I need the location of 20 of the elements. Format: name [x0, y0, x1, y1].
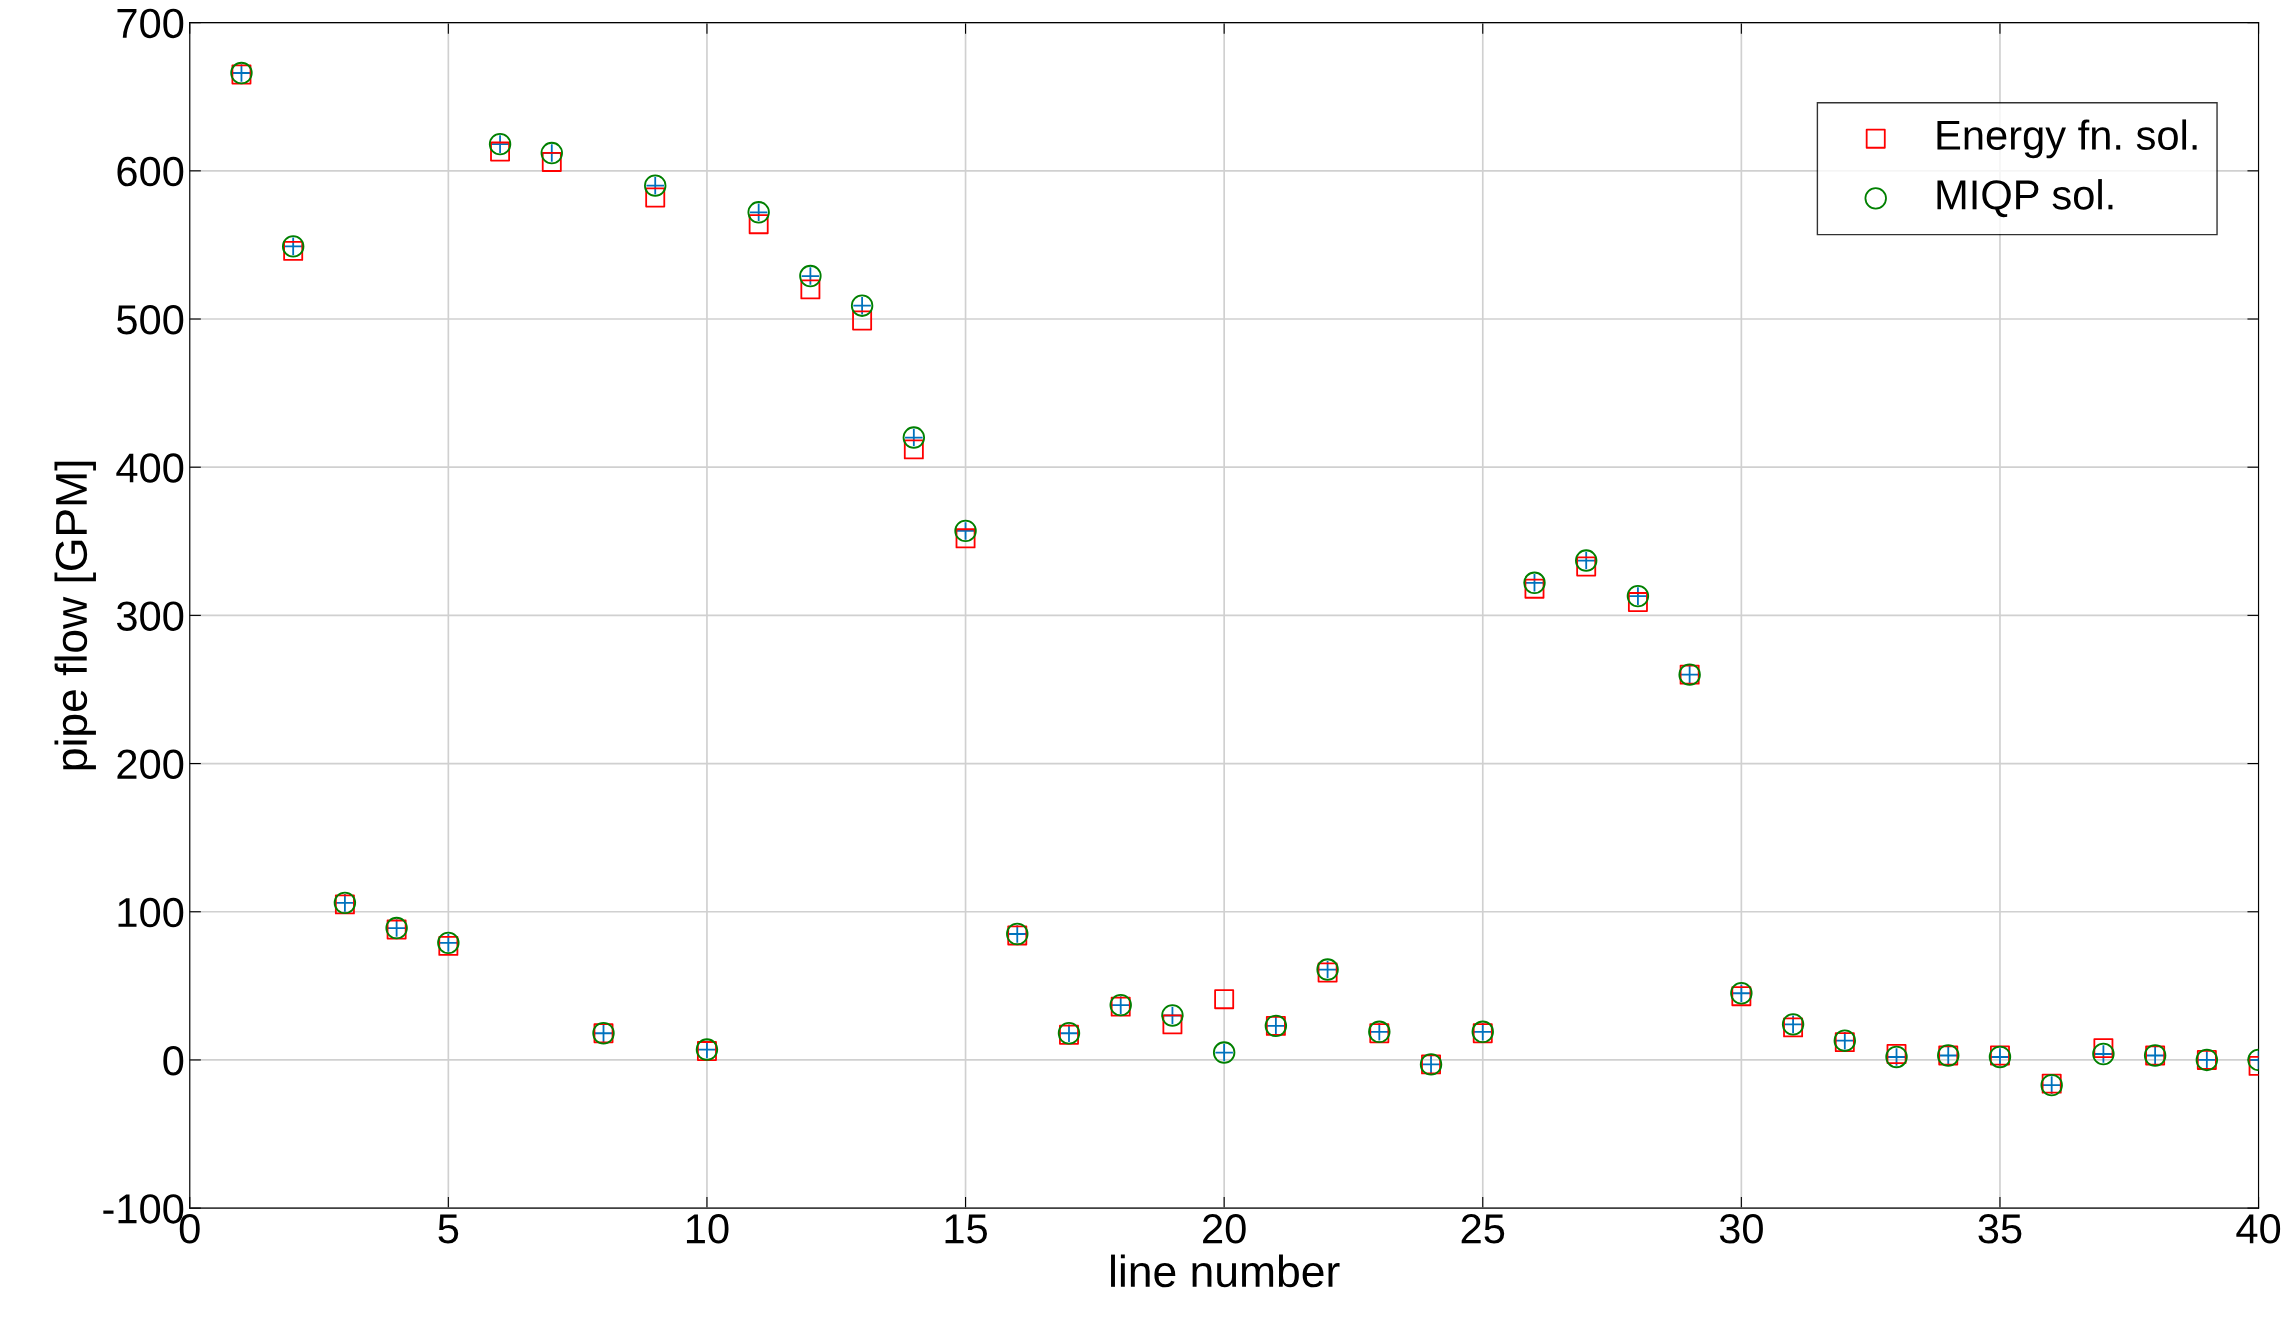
legend-label: MIQP sol.	[1937, 179, 2113, 218]
y-tick-label: 400	[116, 453, 184, 483]
x-tick-label: 20	[1203, 1214, 1246, 1244]
y-tick-label: 100	[118, 897, 184, 928]
x-axis-title: line number	[1111, 1254, 1340, 1288]
y-axis-title: pipe flow [GPM]	[54, 461, 96, 770]
y-tick-label: 700	[117, 8, 184, 39]
x-tick-label: 35	[1978, 1214, 2022, 1244]
x-tick-label: 40	[2236, 1214, 2281, 1244]
y-tick-label: 600	[117, 156, 184, 187]
legend-label: Energy fn. sol.	[1937, 119, 2197, 159]
x-tick-label: 30	[1719, 1214, 1763, 1244]
x-tick-label: 25	[1461, 1214, 1505, 1244]
y-tick-label: 0	[163, 1045, 184, 1076]
x-tick-label: 15	[945, 1214, 987, 1244]
x-tick-label: 10	[686, 1214, 729, 1244]
y-tick-label: 300	[116, 601, 184, 631]
y-tick-label: 200	[117, 749, 184, 780]
x-tick-label: 5	[438, 1214, 459, 1244]
y-tick-label: 500	[117, 305, 184, 335]
